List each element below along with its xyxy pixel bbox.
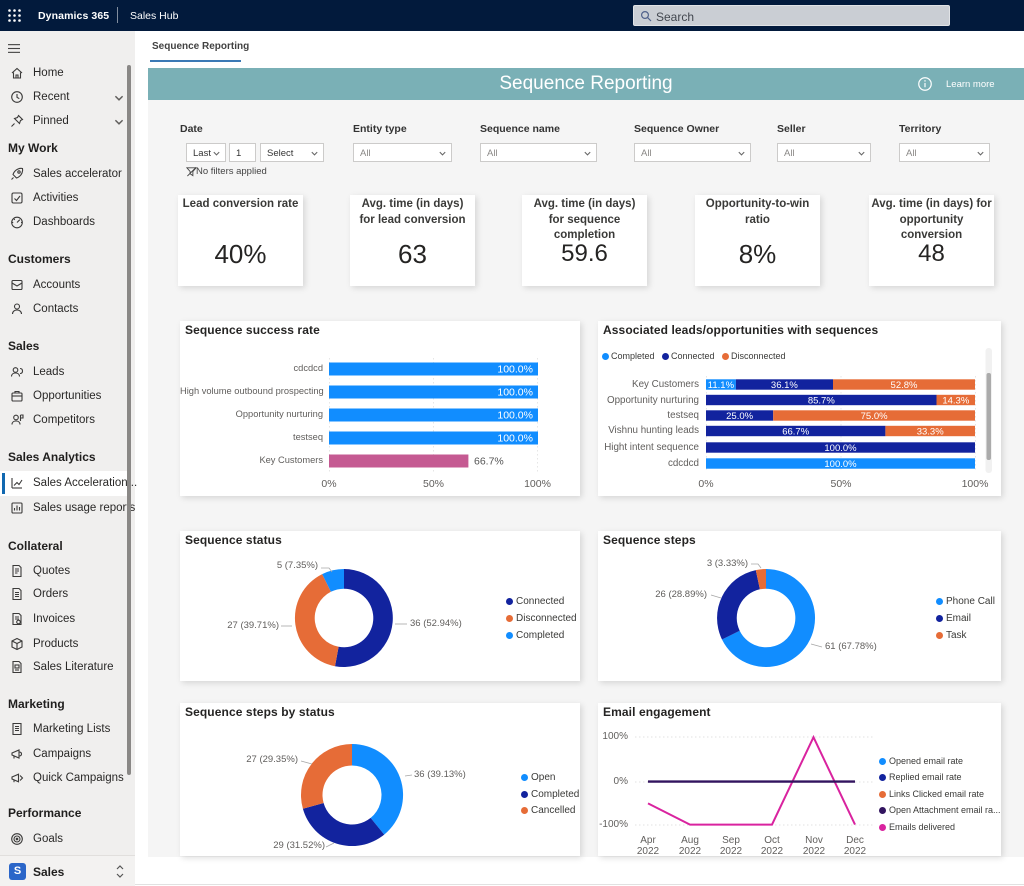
svg-text:100.0%: 100.0% xyxy=(497,387,533,399)
svg-text:11.1%: 11.1% xyxy=(708,380,735,391)
svg-text:100.0%: 100.0% xyxy=(497,433,533,445)
svg-text:33.3%: 33.3% xyxy=(917,426,944,437)
svg-text:75.0%: 75.0% xyxy=(861,411,888,422)
svg-text:100.0%: 100.0% xyxy=(824,459,857,470)
svg-text:66.7%: 66.7% xyxy=(474,456,504,468)
svg-text:100.0%: 100.0% xyxy=(824,443,857,454)
svg-text:66.7%: 66.7% xyxy=(782,426,809,437)
svg-text:36.1%: 36.1% xyxy=(771,380,798,391)
svg-text:14.3%: 14.3% xyxy=(942,395,969,406)
svg-text:25.0%: 25.0% xyxy=(726,411,753,422)
svg-text:100.0%: 100.0% xyxy=(497,364,533,376)
svg-text:85.7%: 85.7% xyxy=(808,395,835,406)
svg-text:100.0%: 100.0% xyxy=(497,410,533,422)
svg-text:52.8%: 52.8% xyxy=(891,380,918,391)
